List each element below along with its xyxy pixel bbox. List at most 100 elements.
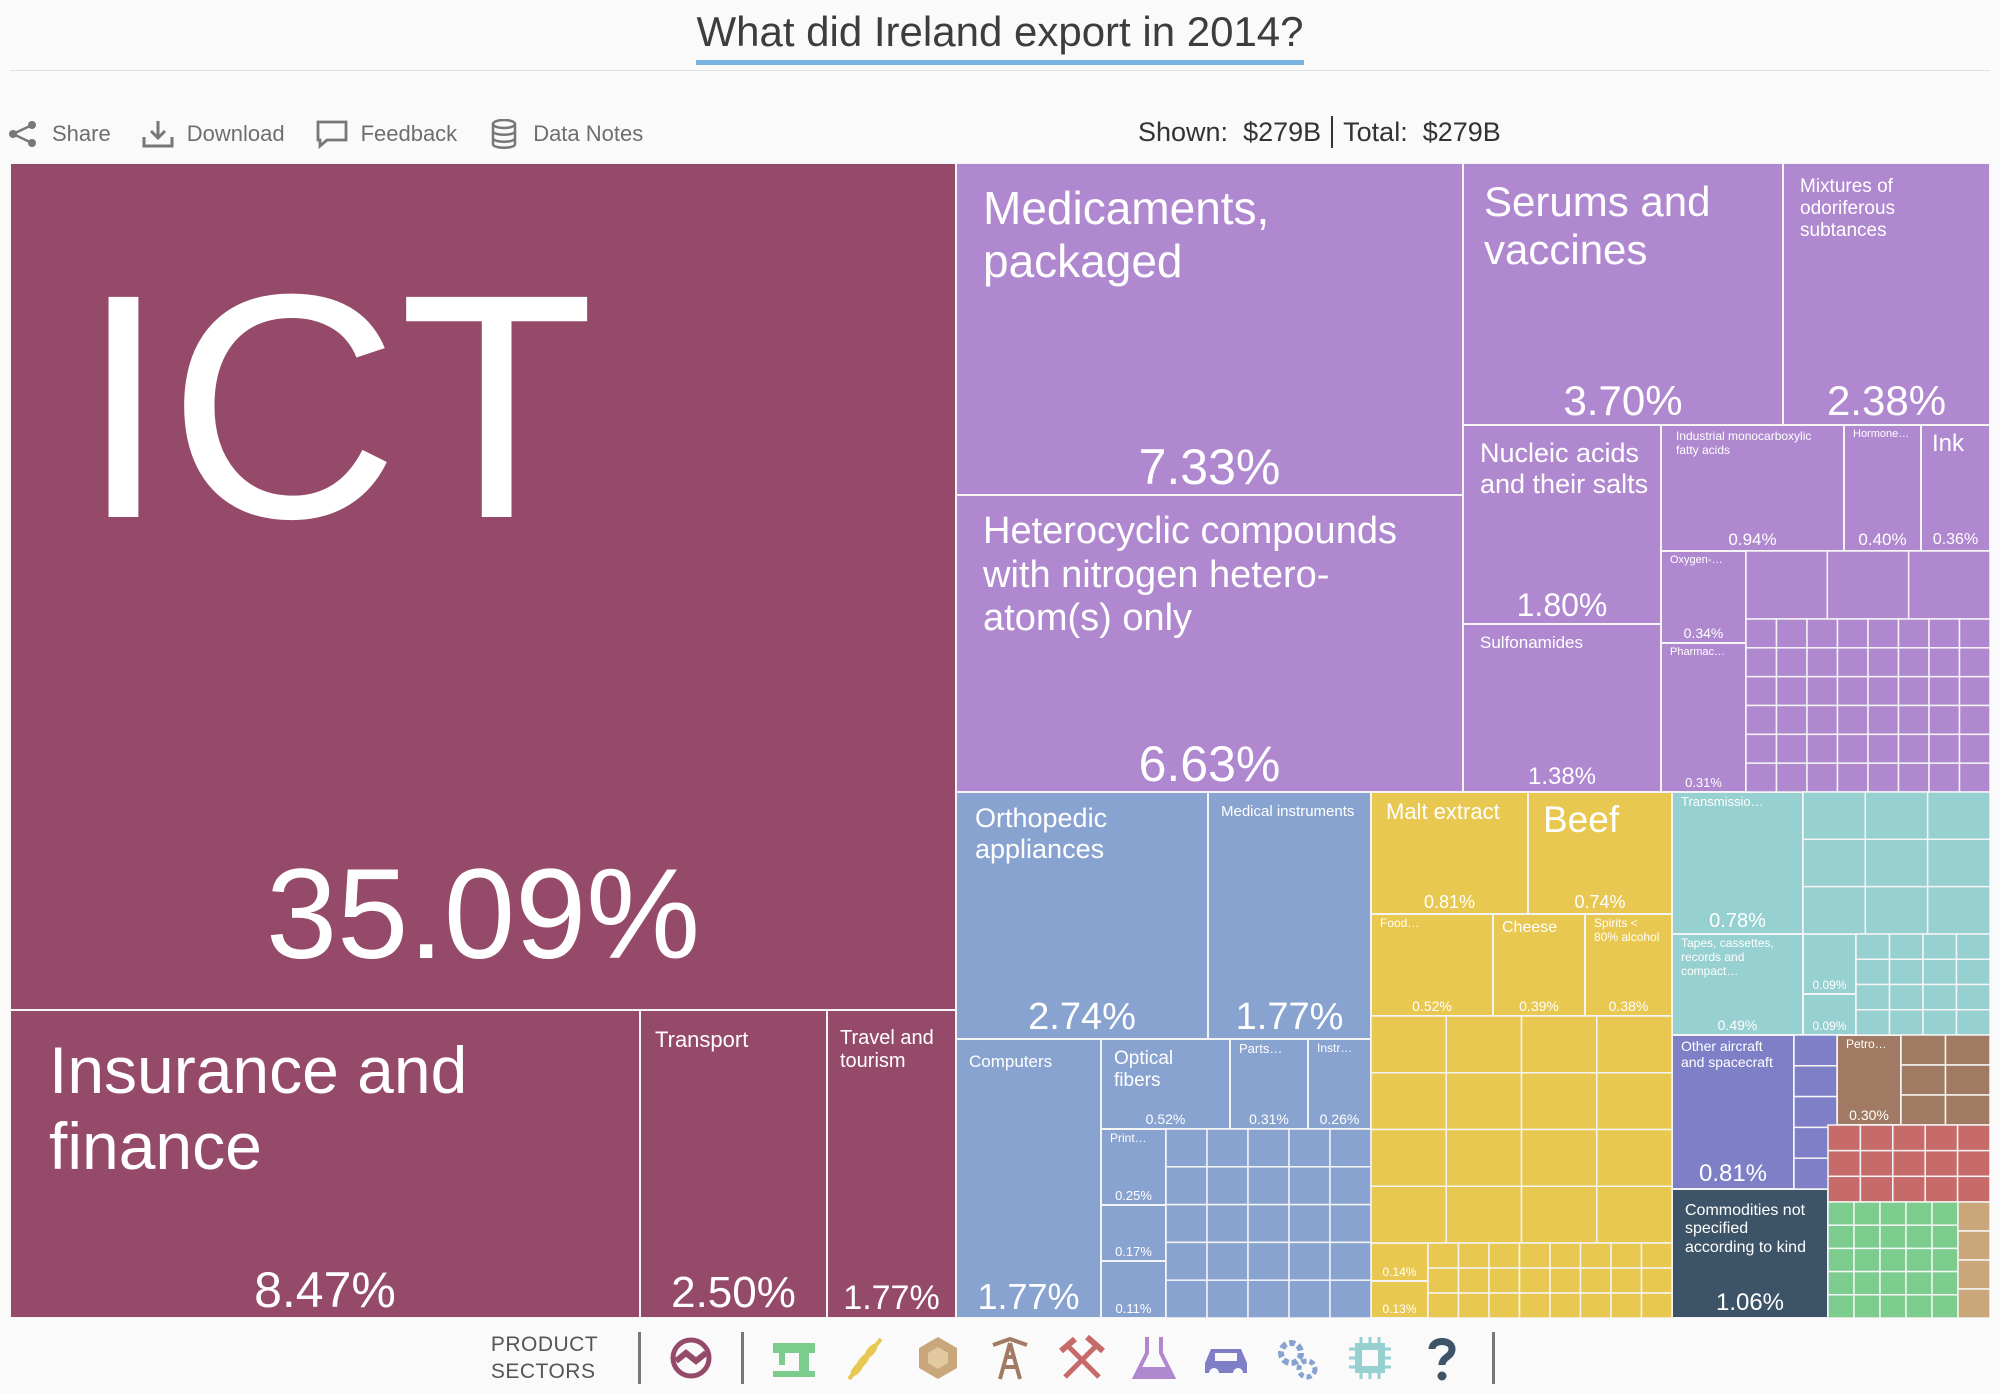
agriculture-small-tile[interactable] [1445,1072,1523,1131]
electronics-small-tile[interactable] [1855,933,1891,960]
electronics-small-tile[interactable] [1955,983,1991,1011]
metals-small-tile[interactable] [1859,1124,1894,1152]
chemicals-small-tile[interactable] [1958,704,1991,736]
machinery-small-tile[interactable] [1206,1203,1249,1244]
machinery-small-tile[interactable] [1247,1166,1290,1206]
sector-chemicals-button[interactable] [1126,1330,1182,1386]
chemicals-small-tile[interactable] [1775,733,1808,764]
electronics-small-tile[interactable] [1926,885,1990,935]
textiles-small-tile[interactable] [1853,1270,1881,1296]
textiles-small-tile[interactable] [1879,1294,1907,1318]
agriculture-small-tile[interactable] [1457,1242,1490,1269]
sector-minerals-button[interactable] [982,1330,1038,1386]
electronics-small-tile[interactable] [1888,1009,1924,1036]
electronics-small-tile[interactable] [1926,791,1990,841]
treemap-tile[interactable]: Cheese 0.39% [1493,914,1585,1016]
machinery-small-tile[interactable] [1288,1166,1331,1206]
treemap-tile[interactable]: Travel and tourism 1.77% [827,1010,956,1318]
textiles-small-tile[interactable] [1879,1270,1907,1296]
machinery-small-tile[interactable] [1165,1128,1208,1168]
chemicals-small-tile[interactable] [1958,647,1991,678]
agriculture-small-tile[interactable] [1445,1185,1523,1244]
electronics-small-tile[interactable] [1855,958,1891,986]
agriculture-small-tile[interactable] [1445,1128,1523,1187]
machinery-small-tile[interactable] [1329,1166,1372,1206]
treemap-tile[interactable]: Heterocyclic compounds with nitrogen het… [956,495,1463,792]
sector-stone-button[interactable] [910,1330,966,1386]
chemicals-small-tile[interactable] [1928,762,1961,793]
chemicals-small-tile[interactable] [1836,647,1869,678]
textiles-small-tile[interactable] [1879,1247,1907,1273]
machinery-small-tile[interactable] [1247,1128,1290,1168]
chemicals-small-tile[interactable] [1897,675,1930,707]
agriculture-small-tile[interactable] [1640,1267,1673,1294]
feedback-button[interactable]: Feedback [315,119,457,149]
minerals-small-tile[interactable] [1944,1094,1991,1126]
agriculture-small-tile[interactable] [1520,1072,1598,1131]
treemap-tile[interactable]: Print… 0.25% [1101,1129,1166,1205]
electronics-small-tile[interactable] [1888,933,1924,960]
electronics-small-tile[interactable] [1888,958,1924,986]
treemap-tile[interactable]: Hormone… 0.40% [1844,425,1921,551]
treemap-tile[interactable]: Computers 1.77% [956,1039,1101,1318]
chemicals-small-tile[interactable] [1775,618,1808,649]
textiles-small-tile[interactable] [1931,1201,1959,1226]
sector-textiles-button[interactable] [766,1330,822,1386]
electronics-small-tile[interactable] [1926,838,1990,888]
sector-vehicles-button[interactable] [1198,1330,1254,1386]
chemicals-small-tile[interactable] [1775,704,1808,736]
chemicals-small-tile[interactable] [1928,647,1961,678]
agriculture-small-tile[interactable] [1579,1292,1612,1318]
chemicals-small-tile[interactable] [1867,675,1900,707]
chemicals-small-tile[interactable] [1806,733,1839,764]
machinery-small-tile[interactable] [1206,1241,1249,1281]
textiles-small-tile[interactable] [1931,1224,1959,1250]
chemicals-small-tile[interactable] [1907,550,1990,620]
machinery-small-tile[interactable] [1206,1128,1249,1168]
agriculture-small-tile[interactable] [1488,1267,1521,1294]
treemap-tile[interactable]: Medicaments, packaged 7.33% [956,163,1463,495]
agriculture-small-tile[interactable] [1640,1242,1673,1269]
agriculture-small-tile[interactable] [1610,1292,1643,1318]
agriculture-small-tile[interactable] [1370,1128,1447,1187]
machinery-small-tile[interactable] [1206,1279,1249,1318]
agriculture-small-tile[interactable] [1370,1185,1447,1244]
agriculture-small-tile[interactable] [1549,1242,1582,1269]
chemicals-small-tile[interactable] [1867,647,1900,678]
textiles-small-tile[interactable] [1931,1294,1959,1318]
agriculture-small-tile[interactable] [1370,1015,1447,1074]
machinery-small-tile[interactable] [1165,1279,1208,1318]
chemicals-small-tile[interactable] [1806,647,1839,678]
sector-machinery-button[interactable] [1270,1330,1326,1386]
metals-small-tile[interactable] [1859,1149,1894,1178]
textiles-small-tile[interactable] [1853,1247,1881,1273]
textiles-small-tile[interactable] [1931,1247,1959,1273]
vehicles-small-tile[interactable] [1793,1065,1838,1098]
agriculture-small-tile[interactable] [1579,1242,1612,1269]
machinery-small-tile[interactable] [1329,1241,1372,1281]
machinery-small-tile[interactable] [1165,1241,1208,1281]
agriculture-small-tile[interactable] [1596,1015,1673,1074]
chemicals-small-tile[interactable] [1775,675,1808,707]
metals-small-tile[interactable] [1956,1124,1990,1152]
machinery-small-tile[interactable] [1247,1203,1290,1244]
chemicals-small-tile[interactable] [1806,618,1839,649]
machinery-small-tile[interactable] [1288,1241,1331,1281]
chemicals-small-tile[interactable] [1836,704,1869,736]
agriculture-small-tile[interactable] [1640,1292,1673,1318]
machinery-small-tile[interactable] [1288,1279,1331,1318]
metals-small-tile[interactable] [1892,1149,1926,1178]
electronics-small-tile[interactable] [1802,885,1867,935]
textiles-small-tile[interactable] [1905,1201,1933,1226]
treemap-tile[interactable]: Beef 0.74% [1528,792,1672,914]
electronics-small-tile[interactable] [1888,983,1924,1011]
textiles-small-tile[interactable] [1827,1224,1855,1250]
chemicals-small-tile[interactable] [1897,733,1930,764]
treemap-tile[interactable]: Serums and vaccines 3.70% [1463,163,1783,425]
chemicals-small-tile[interactable] [1928,618,1961,649]
treemap-tile[interactable]: Transmissio… 0.78% [1672,792,1803,934]
electronics-small-tile[interactable] [1922,983,1958,1011]
agriculture-small-tile[interactable] [1370,1072,1447,1131]
machinery-small-tile[interactable] [1288,1128,1331,1168]
treemap-tile[interactable]: Tapes, cassettes, records and compact… 0.… [1672,934,1803,1035]
